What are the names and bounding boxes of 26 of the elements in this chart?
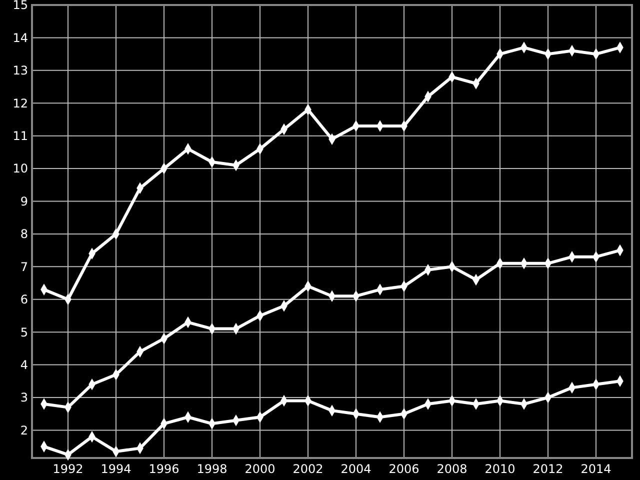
- x-tick-label: 2008: [436, 462, 468, 476]
- x-tick-label: 2004: [340, 462, 372, 476]
- y-tick-label: 2: [20, 423, 28, 438]
- y-tick-label: 4: [20, 358, 28, 372]
- x-tick-label: 2000: [244, 462, 276, 476]
- y-tick-label: 15: [12, 0, 28, 12]
- y-tick-label: 5: [20, 325, 28, 340]
- y-tick-label: 11: [12, 129, 28, 144]
- x-tick-label: 1998: [196, 462, 228, 476]
- y-tick-label: 13: [12, 64, 28, 78]
- x-tick-label: 2006: [388, 462, 420, 476]
- x-tick-label: 1994: [100, 462, 132, 476]
- x-tick-label: 1996: [148, 462, 180, 476]
- x-tick-label: 2012: [532, 462, 564, 476]
- y-tick-label: 7: [20, 260, 28, 274]
- x-tick-label: 2002: [292, 462, 324, 476]
- x-tick-label: 2014: [580, 462, 612, 476]
- y-tick-label: 12: [12, 96, 28, 110]
- y-tick-label: 9: [20, 194, 28, 208]
- x-tick-label: 2010: [484, 462, 516, 476]
- y-tick-label: 10: [12, 162, 28, 176]
- x-tick-label: 1992: [52, 462, 84, 476]
- y-tick-label: 6: [20, 292, 28, 307]
- y-tick-label: 14: [12, 30, 28, 45]
- y-tick-label: 3: [20, 390, 28, 405]
- y-tick-label: 8: [20, 227, 28, 242]
